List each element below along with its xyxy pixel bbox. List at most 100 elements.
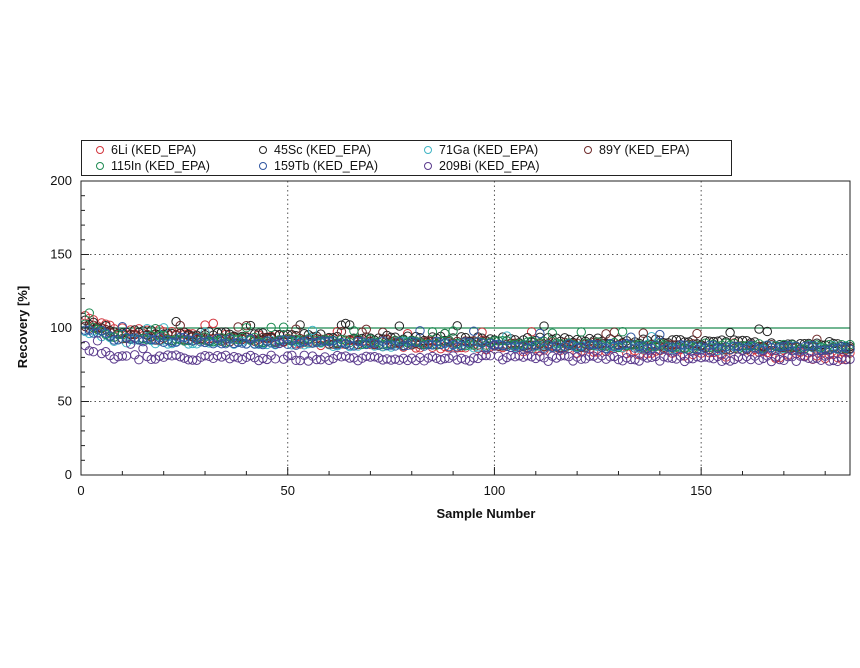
data-point	[448, 326, 458, 336]
data-point	[469, 326, 479, 336]
data-point	[729, 341, 739, 351]
data-point	[295, 338, 305, 348]
data-point	[779, 341, 789, 352]
legend-item-71ga: 71Ga (KED_EPA)	[424, 143, 538, 157]
legend-item-89y: 89Y (KED_EPA)	[584, 143, 690, 157]
data-point	[353, 336, 363, 347]
data-point	[837, 342, 847, 352]
data-point	[274, 338, 285, 349]
data-point	[386, 340, 396, 350]
data-point	[283, 351, 293, 361]
data-point	[522, 343, 533, 353]
data-point	[415, 326, 425, 336]
data-point	[262, 336, 272, 346]
data-point	[175, 332, 185, 343]
legend-label: 89Y (KED_EPA)	[599, 143, 690, 157]
data-point	[725, 356, 735, 366]
data-point	[150, 334, 161, 345]
x-axis-label: Sample Number	[437, 506, 536, 521]
data-point	[423, 339, 433, 350]
legend-marker-icon	[584, 146, 592, 154]
data-point	[646, 352, 657, 363]
data-point	[278, 322, 289, 332]
x-tick-label: 100	[484, 483, 506, 498]
data-point	[167, 337, 177, 348]
data-point	[452, 321, 462, 331]
data-point	[526, 327, 537, 337]
data-point	[489, 341, 500, 351]
legend-item-45sc: 45Sc (KED_EPA)	[259, 143, 371, 157]
data-point	[398, 341, 409, 351]
legend-marker-icon	[424, 146, 432, 154]
data-point	[274, 336, 285, 346]
data-point	[675, 340, 686, 350]
data-point	[440, 328, 450, 339]
data-point	[762, 326, 773, 337]
data-point	[828, 355, 839, 366]
data-point	[291, 355, 301, 366]
data-point	[535, 351, 545, 362]
x-tick-label: 0	[77, 483, 84, 498]
data-point	[754, 344, 764, 354]
data-point	[258, 353, 268, 364]
data-point	[241, 322, 252, 333]
legend-marker-icon	[259, 146, 267, 154]
data-point	[526, 342, 537, 352]
data-point	[650, 340, 661, 350]
legend-label: 209Bi (KED_EPA)	[439, 159, 540, 173]
data-point	[638, 328, 648, 338]
legend-label: 71Ga (KED_EPA)	[439, 143, 539, 157]
legend-item-6li: 6Li (KED_EPA)	[96, 143, 196, 157]
data-point	[605, 352, 615, 362]
data-point	[522, 350, 533, 361]
data-point	[208, 318, 219, 329]
legend-marker-icon	[259, 162, 267, 170]
legend-label: 115In (KED_EPA)	[111, 159, 210, 173]
data-point	[349, 326, 359, 336]
data-point	[655, 329, 665, 340]
legend-marker-icon	[96, 146, 104, 154]
data-point	[125, 339, 136, 349]
data-point	[336, 326, 347, 337]
data-point	[539, 321, 549, 331]
data-point	[440, 353, 450, 364]
data-point	[324, 355, 334, 365]
data-point	[460, 337, 471, 347]
y-tick-label: 100	[50, 320, 72, 335]
data-point	[138, 343, 148, 354]
data-point	[254, 338, 264, 349]
y-tick-label: 0	[65, 467, 72, 482]
data-point	[473, 337, 483, 347]
data-point	[617, 327, 628, 337]
data-point	[237, 338, 247, 348]
data-point	[704, 340, 715, 351]
legend-item-115in: 115In (KED_EPA)	[96, 159, 210, 173]
data-point	[311, 354, 322, 365]
data-point	[345, 353, 355, 363]
data-point	[345, 340, 355, 350]
data-point	[233, 322, 243, 332]
data-point	[692, 341, 702, 351]
data-point	[84, 308, 94, 318]
data-point	[361, 324, 371, 335]
data-point	[336, 337, 347, 348]
data-point	[394, 321, 405, 331]
data-point	[171, 350, 181, 360]
data-point	[803, 341, 814, 351]
data-point	[564, 339, 574, 349]
data-point	[609, 327, 620, 337]
data-point	[229, 351, 239, 362]
data-point	[175, 320, 185, 331]
data-point	[775, 354, 785, 365]
data-point	[187, 355, 198, 365]
data-point	[531, 340, 541, 350]
data-point	[146, 354, 156, 365]
data-point	[576, 354, 586, 364]
data-point	[754, 324, 764, 334]
data-point	[88, 328, 99, 338]
data-point	[427, 327, 438, 337]
data-point	[117, 322, 128, 332]
x-tick-label: 150	[690, 483, 712, 498]
